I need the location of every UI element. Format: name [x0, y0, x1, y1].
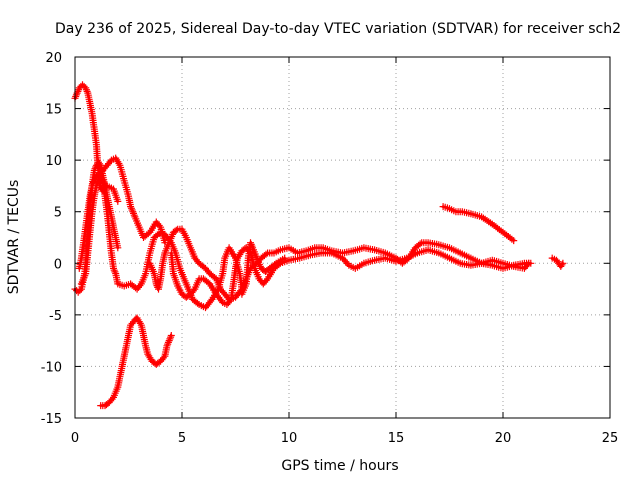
y-tick-label: -15 [41, 412, 62, 427]
x-tick-label: 25 [602, 431, 619, 446]
series-track-9 [548, 254, 567, 270]
plus-markers [75, 154, 169, 272]
series-track-3 [75, 154, 169, 272]
y-tick-label: 0 [54, 257, 62, 272]
y-tick-label: -10 [41, 360, 62, 375]
y-tick-label: 5 [54, 206, 62, 221]
plot-frame [74, 56, 611, 419]
y-tick-label: 10 [45, 154, 62, 169]
y-tick-label: 20 [45, 51, 62, 66]
plus-markers [548, 254, 567, 270]
x-axis-title: GPS time / hours [281, 458, 398, 474]
plus-markers [439, 203, 518, 245]
x-tick-label: 15 [388, 431, 405, 446]
series-track-8 [439, 203, 518, 245]
plus-markers [97, 314, 175, 410]
plus-markers [77, 172, 246, 312]
series-track-10 [97, 314, 175, 410]
plus-markers [238, 239, 289, 298]
grid [75, 57, 610, 418]
y-tick-label: -5 [49, 309, 62, 324]
x-tick-label: 20 [495, 431, 512, 446]
y-axis-title: SDTVAR / TECUs [6, 180, 22, 295]
series-track-7 [238, 239, 289, 298]
chart-title: Day 236 of 2025, Sidereal Day-to-day VTE… [55, 21, 621, 37]
x-tick-label: 5 [178, 431, 186, 446]
y-tick-label: 15 [45, 103, 62, 118]
plus-markers [167, 244, 533, 308]
x-tick-label: 0 [71, 431, 79, 446]
x-tick-label: 10 [281, 431, 298, 446]
tick-labels: 0 5 10 15 20 25 -15 -10 -5 0 5 10 15 20 [41, 51, 619, 446]
data-series [71, 81, 567, 410]
